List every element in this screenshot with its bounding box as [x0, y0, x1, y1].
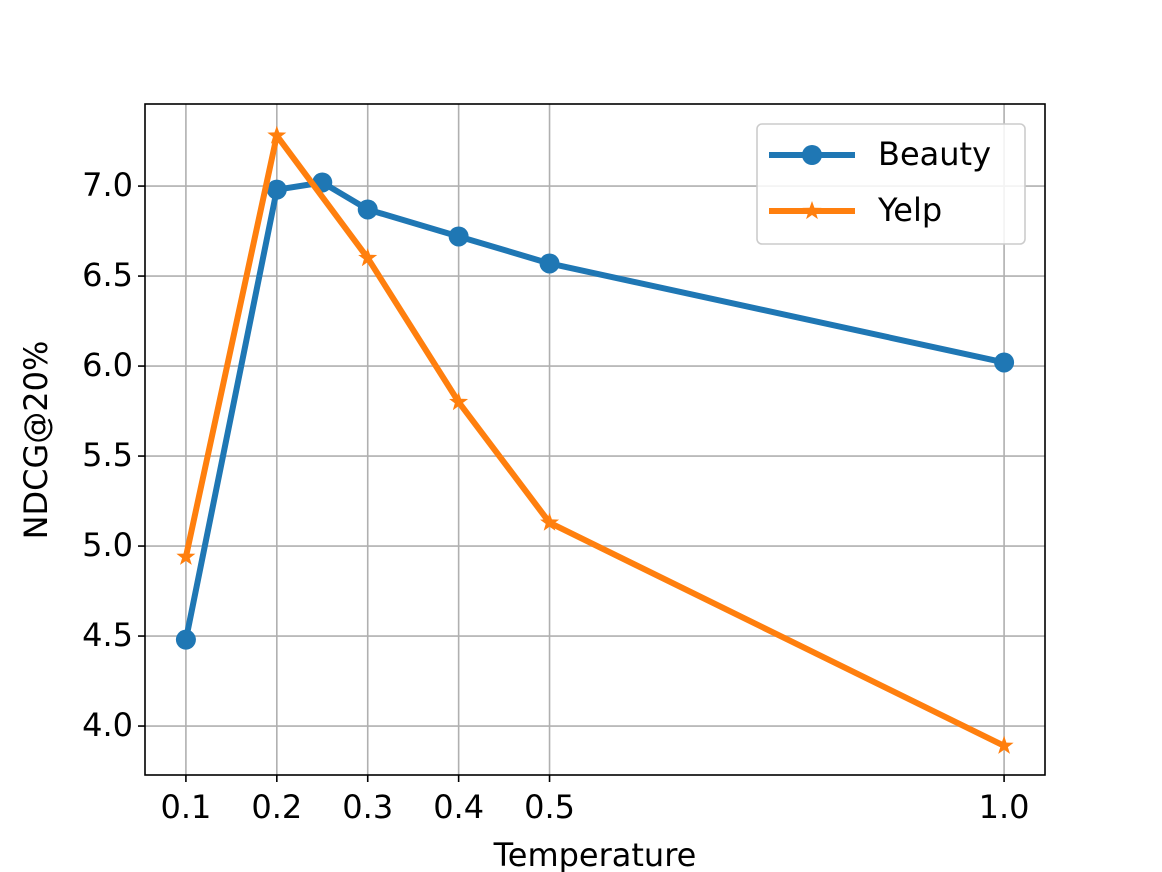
x-tick-label: 1.0: [979, 788, 1030, 826]
legend-marker: [802, 145, 822, 165]
data-point: [539, 253, 560, 274]
data-point: [357, 199, 378, 220]
data-point: [994, 352, 1015, 373]
data-point: [176, 546, 196, 565]
x-axis-label: Temperature: [493, 836, 697, 872]
data-point: [448, 226, 469, 247]
x-tick-label: 0.5: [524, 788, 575, 826]
x-tick-label: 0.1: [160, 788, 211, 826]
legend-label: Beauty: [878, 135, 991, 173]
data-point: [267, 125, 287, 144]
y-tick-label: 4.0: [82, 706, 133, 744]
y-tick-label: 6.5: [82, 256, 133, 294]
data-point: [175, 629, 196, 650]
data-point: [449, 392, 469, 411]
data-point: [358, 248, 378, 267]
y-tick-label: 4.5: [82, 616, 133, 654]
x-tick-label: 0.3: [342, 788, 393, 826]
series-line: [182, 179, 1005, 641]
y-tick-label: 5.5: [82, 436, 133, 474]
data-point: [994, 735, 1014, 754]
data-point: [266, 179, 287, 200]
legend-marker: [802, 201, 822, 220]
data-point: [540, 512, 560, 531]
plot-frame: [144, 103, 1046, 776]
x-tick-label: 0.4: [433, 788, 484, 826]
y-tick-label: 7.0: [82, 166, 133, 204]
x-tick-label: 0.2: [251, 788, 302, 826]
legend-label: Yelp: [877, 191, 942, 229]
y-tick-label: 5.0: [82, 526, 133, 564]
y-axis-label: NDCG@20%: [17, 341, 55, 540]
y-tick-label: 6.0: [82, 346, 133, 384]
series-line: [182, 132, 1006, 749]
